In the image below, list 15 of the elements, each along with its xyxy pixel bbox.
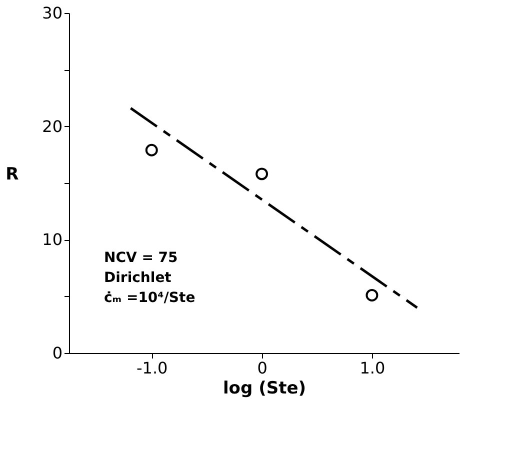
point: [256, 168, 268, 180]
annotation: ċₘ =10⁴/Ste: [104, 290, 196, 306]
y-tick-label: 30: [42, 4, 62, 22]
x-axis-title: log (Ste): [222, 378, 306, 398]
annotation: Dirichlet: [104, 270, 172, 286]
x-tick-label: 1.0: [360, 358, 386, 378]
point: [366, 288, 378, 302]
y-tick-label: 10: [42, 230, 62, 250]
y-tick-label: 20: [42, 116, 62, 136]
y-axis-title: R: [6, 164, 19, 184]
annotation: NCV = 75: [104, 250, 178, 266]
point: [145, 144, 158, 156]
y-tick-label: 0: [52, 344, 62, 362]
x-tick-label: 0: [257, 358, 268, 378]
x-tick-label: -1.0: [136, 358, 168, 378]
